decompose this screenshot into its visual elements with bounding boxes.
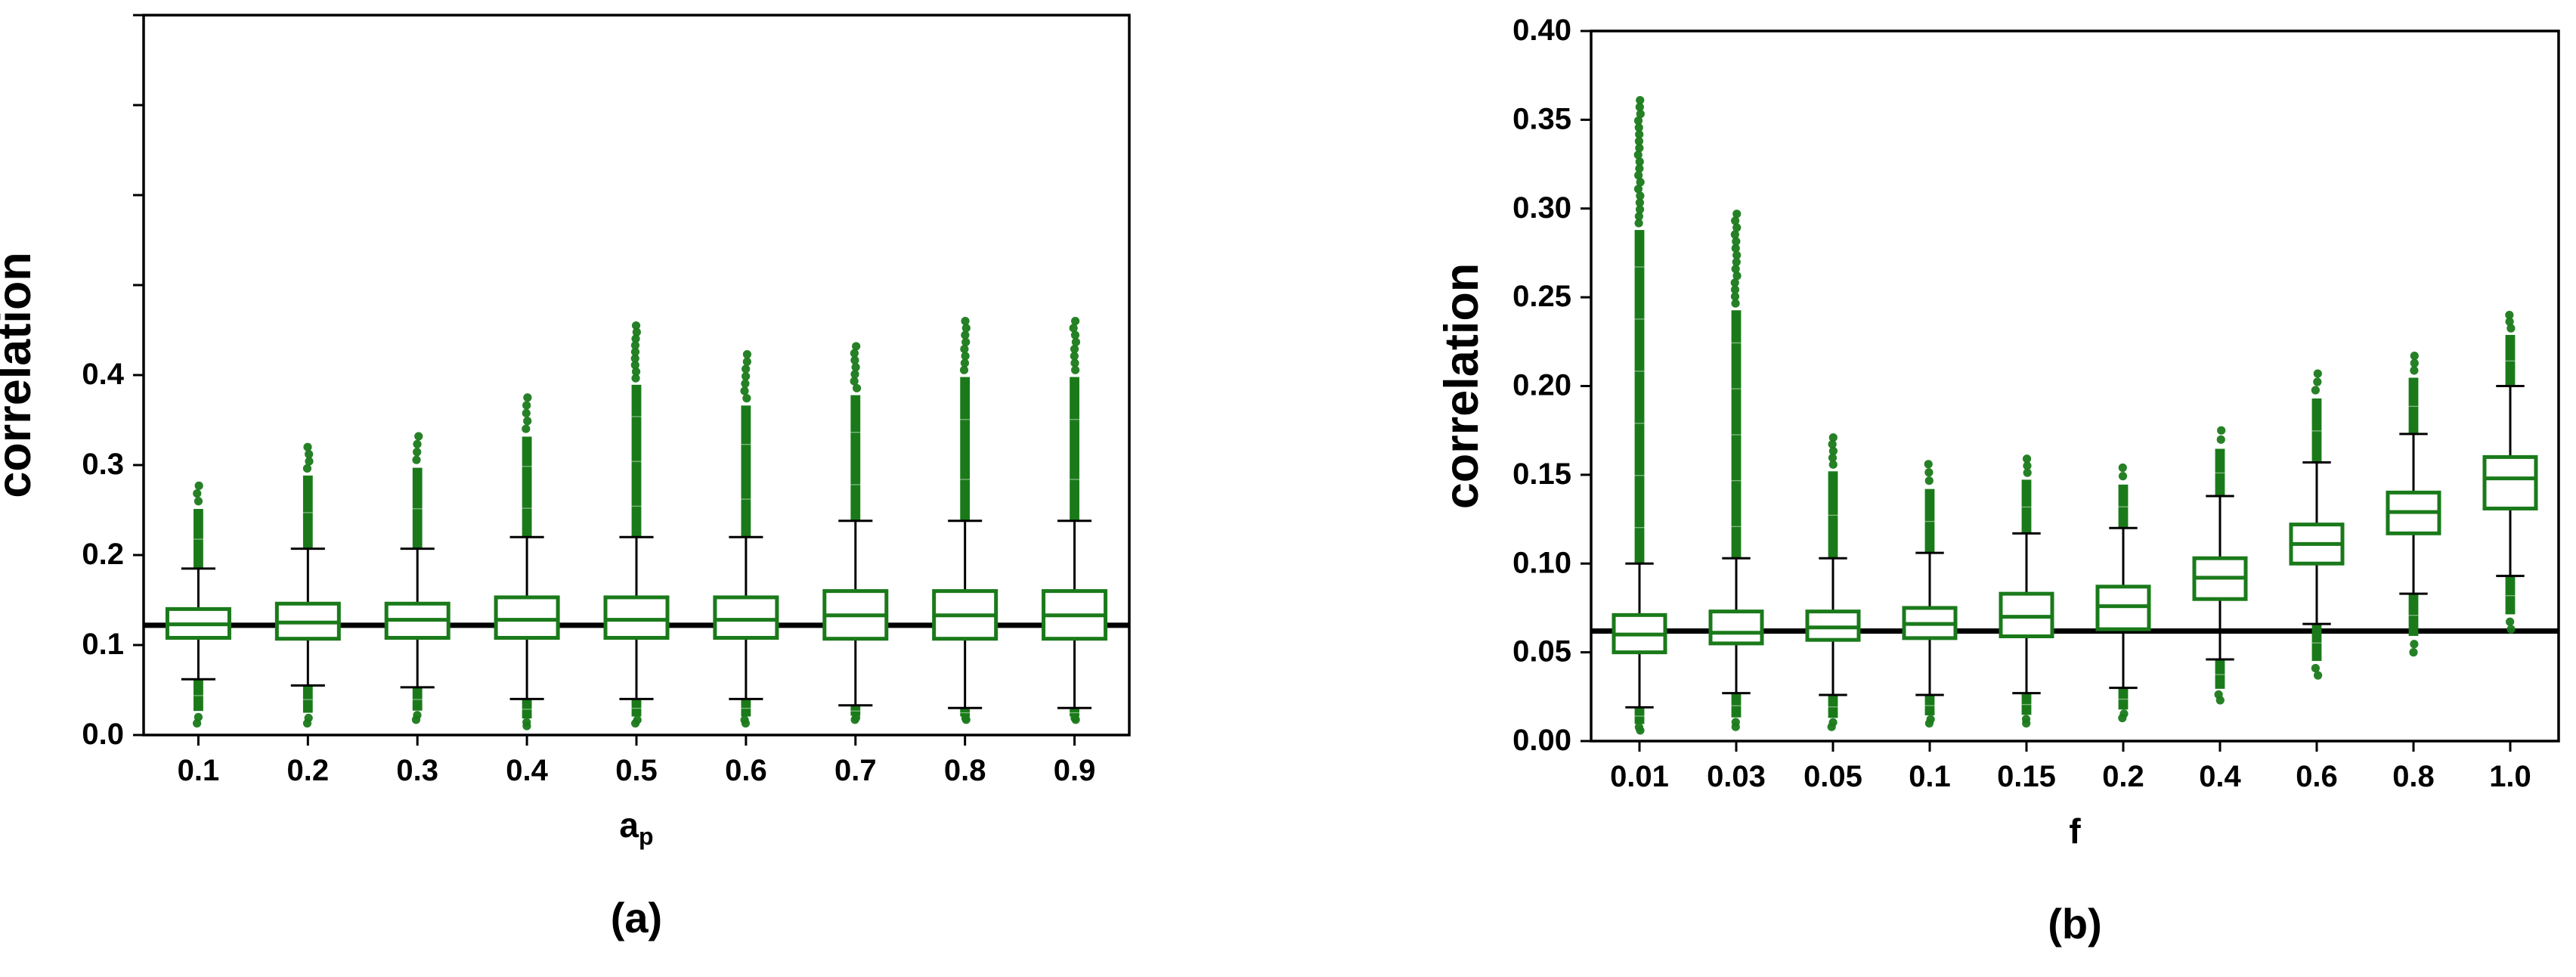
svg-text:0.4: 0.4 xyxy=(82,358,124,391)
svg-text:0.1: 0.1 xyxy=(178,754,220,787)
svg-text:0.15: 0.15 xyxy=(1997,760,2056,793)
svg-text:0.8: 0.8 xyxy=(2392,760,2435,793)
svg-text:0.15: 0.15 xyxy=(1512,457,1571,491)
svg-text:0.6: 0.6 xyxy=(725,754,767,787)
svg-text:0.1: 0.1 xyxy=(82,628,124,661)
svg-text:0.3: 0.3 xyxy=(82,448,124,481)
svg-text:0.9: 0.9 xyxy=(1054,754,1096,787)
svg-text:0.00: 0.00 xyxy=(1512,724,1571,757)
svg-text:0.6: 0.6 xyxy=(2296,760,2338,793)
svg-text:1.0: 1.0 xyxy=(2489,760,2531,793)
svg-text:0.20: 0.20 xyxy=(1512,369,1571,402)
svg-text:0.35: 0.35 xyxy=(1512,102,1571,135)
svg-text:0.3: 0.3 xyxy=(396,754,438,787)
svg-text:0.0: 0.0 xyxy=(82,718,124,751)
svg-text:0.30: 0.30 xyxy=(1512,191,1571,225)
svg-text:0.1: 0.1 xyxy=(1909,760,1951,793)
svg-text:0.8: 0.8 xyxy=(944,754,986,787)
svg-text:f: f xyxy=(2069,811,2081,851)
svg-text:0.4: 0.4 xyxy=(2199,760,2241,793)
svg-text:correlation: correlation xyxy=(1435,263,1488,510)
svg-text:correlation: correlation xyxy=(0,252,41,498)
svg-text:0.40: 0.40 xyxy=(1512,14,1571,47)
svg-text:(a): (a) xyxy=(611,894,662,941)
svg-text:(b): (b) xyxy=(2048,900,2102,948)
svg-text:0.03: 0.03 xyxy=(1707,760,1766,793)
svg-text:ap: ap xyxy=(619,805,653,850)
svg-text:0.05: 0.05 xyxy=(1804,760,1862,793)
svg-text:0.05: 0.05 xyxy=(1512,635,1571,668)
svg-text:0.2: 0.2 xyxy=(82,538,124,571)
svg-text:0.4: 0.4 xyxy=(506,754,548,787)
svg-text:0.5: 0.5 xyxy=(615,754,658,787)
svg-text:0.2: 0.2 xyxy=(2102,760,2144,793)
svg-text:0.10: 0.10 xyxy=(1512,546,1571,579)
svg-text:0.2: 0.2 xyxy=(287,754,330,787)
svg-text:0.01: 0.01 xyxy=(1610,760,1669,793)
svg-text:0.7: 0.7 xyxy=(834,754,877,787)
svg-text:0.25: 0.25 xyxy=(1512,280,1571,313)
